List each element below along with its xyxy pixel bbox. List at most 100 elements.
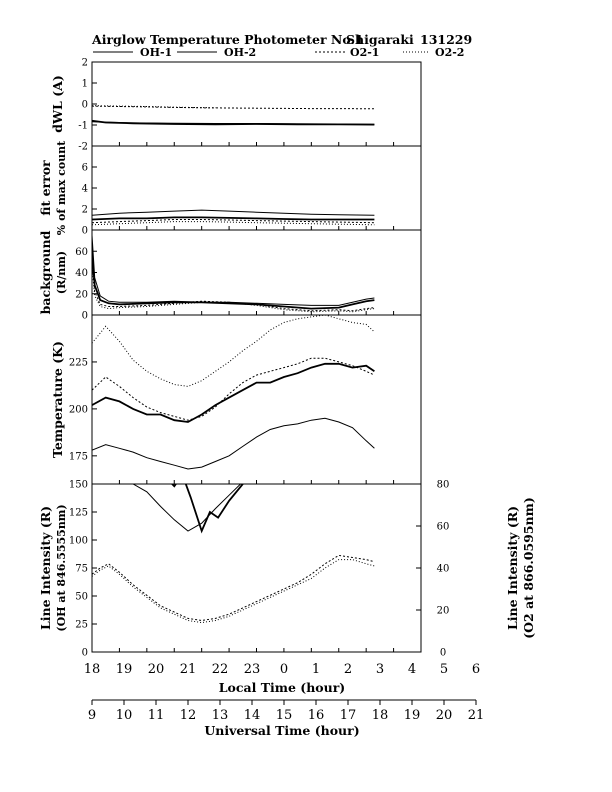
- local-time-tick: 22: [212, 662, 229, 677]
- series-o2-2-line: [92, 315, 375, 387]
- y-tick-label: 25: [75, 620, 88, 631]
- y2-axis-sublabel: (O2 at 866.0595nm): [521, 497, 536, 639]
- panel-fit: 0 2 4 6 fit error% of max count: [38, 140, 422, 237]
- series-o2-1-line: [92, 554, 375, 622]
- legend-label-o2-2: O2-2: [435, 46, 464, 59]
- y-axis-label: background: [38, 230, 53, 314]
- universal-time-tick: 12: [180, 708, 197, 723]
- y-axis-label: Line Intensity (R): [38, 506, 53, 630]
- local-time-tick: 2: [344, 662, 352, 677]
- legend-label-o2-1: O2-1: [350, 46, 379, 59]
- y-tick-label: 0: [82, 311, 88, 322]
- y2-tick-label: 80: [437, 480, 450, 491]
- y-axis-sublabel: % of max count: [55, 140, 68, 235]
- universal-time-tick: 20: [436, 708, 453, 723]
- y-tick-label: 2: [82, 58, 88, 69]
- universal-time-tick: 11: [148, 708, 165, 723]
- y-tick-label: 2: [82, 205, 88, 216]
- local-time-tick: 19: [116, 662, 133, 677]
- universal-time-tick: 14: [244, 708, 261, 723]
- series-oh-2-line: [92, 251, 375, 310]
- y-tick-label: 0: [82, 648, 88, 659]
- universal-time-tick: 19: [404, 708, 421, 723]
- y-axis-sublabel: (OH at 846.5555nm): [55, 504, 68, 631]
- local-time-tick: 20: [148, 662, 165, 677]
- panels: -2 -1 0 1 2 dWL (A) 0 2 4 6 fit error% of max coun…: [38, 58, 536, 659]
- y-tick-label: -2: [78, 142, 88, 153]
- y-tick-label: 150: [69, 480, 88, 491]
- series-oh-2-line: [92, 119, 375, 126]
- universal-time-tick: 15: [276, 708, 293, 723]
- panel-frame: [91, 483, 422, 653]
- series-o2-1-line: [92, 219, 375, 224]
- universal-time-tick: 13: [212, 708, 229, 723]
- panel-frame: [91, 145, 422, 231]
- y-tick-label: 40: [75, 268, 88, 279]
- panel-int: 0 25 50 75 100 125 150 0 20 40 60 80 Line Intensity …: [38, 480, 536, 659]
- y2-tick-label: 40: [437, 564, 450, 575]
- y-tick-label: 100: [69, 536, 88, 547]
- local-time-tick: 18: [84, 662, 101, 677]
- y-axis-sublabel: (R/nm): [55, 251, 68, 294]
- y-axis-label: fit error: [38, 160, 53, 216]
- local-time-tick: 23: [244, 662, 261, 677]
- universal-time-label: Universal Time (hour): [204, 723, 359, 738]
- universal-time-tick: 18: [372, 708, 389, 723]
- local-time-tick: 0: [280, 662, 288, 677]
- y-tick-label: 0: [82, 100, 88, 111]
- local-time-tick: 4: [408, 662, 416, 677]
- y2-tick-label: 20: [437, 606, 450, 617]
- series-o2-2-line: [92, 267, 375, 313]
- chart-site: Shigaraki: [346, 32, 414, 47]
- y-tick-label: 6: [82, 163, 88, 174]
- series-o2-1-line: [92, 357, 375, 421]
- legend-label-oh-1: OH-1: [140, 46, 172, 59]
- panel-dwl: -2 -1 0 1 2 dWL (A): [50, 58, 422, 153]
- y2-tick-label: 0: [440, 648, 446, 659]
- y2-axis-label: Line Intensity (R): [505, 506, 520, 630]
- y-axis-label: Temperature (K): [50, 341, 65, 458]
- legend-label-oh-2: OH-2: [224, 46, 256, 59]
- y-tick-label: 200: [69, 404, 88, 415]
- series-oh-1-line: [92, 235, 375, 306]
- series-oh-2-line: [170, 484, 244, 534]
- legend: OH-1 OH-2 O2-1 O2-2: [93, 46, 464, 59]
- y-tick-label: 175: [69, 451, 88, 462]
- panel-bg: 0 20 40 60 background (R/nm): [38, 229, 422, 322]
- universal-time-tick: 17: [340, 708, 357, 723]
- series-oh-2-line: [92, 362, 375, 423]
- y-tick-label: 60: [75, 247, 88, 258]
- y-tick-label: 1: [82, 79, 88, 90]
- local-time-tick: 6: [472, 662, 480, 677]
- panel-frame: [91, 61, 422, 147]
- chart-title: Airglow Temperature Photometer No.1: [91, 32, 364, 47]
- series-oh-2-line: [92, 216, 375, 221]
- series-o2-1-line: [92, 261, 375, 312]
- y-tick-label: 20: [75, 289, 88, 300]
- universal-time-tick: 9: [88, 708, 96, 723]
- y-tick-label: -1: [78, 121, 88, 132]
- y-tick-label: 75: [75, 564, 88, 575]
- series-oh-1-line: [92, 417, 375, 470]
- local-time-tick: 1: [312, 662, 320, 677]
- y-tick-label: 50: [75, 592, 88, 603]
- universal-time-tick: 16: [308, 708, 325, 723]
- panel-frame: [91, 314, 422, 485]
- local-time-tick: 3: [376, 662, 384, 677]
- series-o2-2-line: [92, 221, 375, 226]
- panel-temp: 175 200 225 Temperature (K): [50, 314, 422, 485]
- y-axis-label: dWL (A): [50, 75, 65, 132]
- series-o2-2-line: [92, 559, 375, 624]
- y-tick-label: 4: [82, 184, 88, 195]
- y-tick-label: 225: [69, 357, 88, 368]
- y-tick-label: 125: [69, 508, 88, 519]
- universal-time-tick: 21: [468, 708, 485, 723]
- series-oh-1-line: [92, 209, 375, 216]
- chart-date: 131229: [420, 32, 472, 47]
- local-time-label: Local Time (hour): [219, 680, 345, 695]
- y-tick-label: 0: [82, 226, 88, 237]
- universal-time-tick: 10: [116, 708, 133, 723]
- y2-tick-label: 60: [437, 522, 450, 533]
